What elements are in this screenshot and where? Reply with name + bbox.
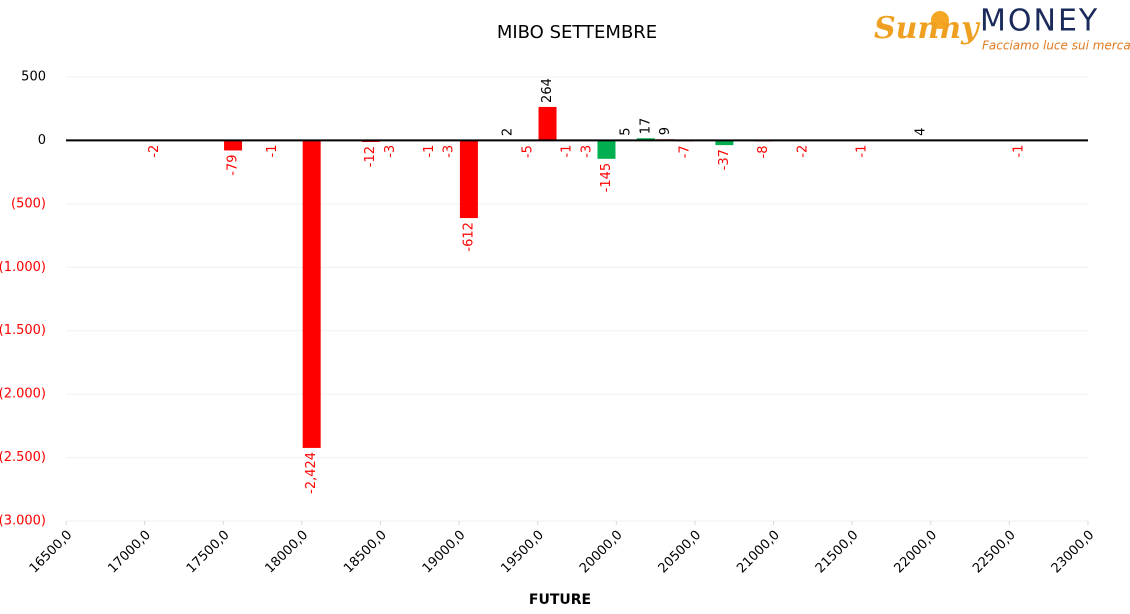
x-tick-label: 21000,0 (734, 528, 783, 577)
y-tick-label: (500) (11, 196, 46, 211)
chart-title: MIBO SETTEMBRE (497, 22, 657, 43)
value-label: -2 (796, 145, 811, 158)
value-label: -2 (147, 145, 162, 158)
y-tick-label: 500 (21, 70, 46, 85)
bar (538, 106, 557, 141)
x-tick-label: 19500,0 (498, 528, 547, 577)
logo-brand: Sunny (874, 11, 981, 46)
value-label: -2,424 (304, 452, 319, 494)
value-label: 4 (913, 128, 928, 136)
x-tick-label: 22500,0 (970, 528, 1019, 577)
value-label: 5 (619, 128, 634, 136)
value-label: -7 (678, 145, 693, 158)
value-label: -37 (717, 149, 732, 170)
value-label: -1 (265, 145, 280, 158)
logo-name: MONEY (980, 4, 1099, 39)
value-label: -3 (579, 145, 594, 158)
logo: Sunny MONEY Facciamo luce sui mercati (874, 4, 1130, 53)
value-label: -3 (442, 145, 457, 158)
logo-tagline: Facciamo luce sui mercati (982, 39, 1130, 53)
x-tick-label: 21500,0 (813, 528, 862, 577)
y-tick-label: (2.000) (0, 387, 46, 402)
x-tick-label: 20000,0 (577, 528, 626, 577)
x-tick-label: 18000,0 (263, 528, 312, 577)
x-tick-label: 19000,0 (420, 528, 469, 577)
bar (597, 140, 616, 159)
value-label: 9 (658, 127, 673, 135)
y-tick-label: 0 (38, 133, 46, 148)
value-label: -1 (1012, 145, 1027, 158)
y-tick-label: (2.500) (0, 450, 46, 465)
value-label: -12 (363, 146, 378, 167)
y-tick-label: (1.500) (0, 323, 46, 338)
x-tick-label: 22000,0 (891, 528, 940, 577)
value-label: -1 (560, 145, 575, 158)
y-tick-label: (3.000) (0, 514, 46, 529)
bar (715, 140, 734, 146)
bar (459, 140, 478, 219)
value-label: -5 (520, 145, 535, 158)
value-label: 264 (540, 78, 555, 103)
value-label: -8 (756, 145, 771, 158)
y-tick-label: (1.000) (0, 260, 46, 275)
value-label: -1 (854, 145, 869, 158)
value-label: -1 (422, 145, 437, 158)
value-label: -3 (383, 145, 398, 158)
x-axis-title: FUTURE (529, 592, 591, 608)
value-label: -145 (599, 163, 614, 193)
value-label: 2 (501, 128, 516, 136)
x-tick-label: 17000,0 (105, 528, 154, 577)
x-tick-label: 18500,0 (341, 528, 390, 577)
value-label: -612 (461, 222, 476, 252)
bar (636, 138, 655, 141)
x-tick-label: 23000,0 (1049, 528, 1098, 577)
value-label: -79 (226, 154, 241, 175)
x-tick-label: 16500,0 (27, 528, 76, 577)
x-tick-label: 17500,0 (184, 528, 233, 577)
bar (302, 140, 321, 448)
x-tick-label: 20500,0 (656, 528, 705, 577)
logo-sun (931, 11, 949, 29)
value-label: 17 (638, 118, 653, 135)
bar (224, 140, 243, 151)
